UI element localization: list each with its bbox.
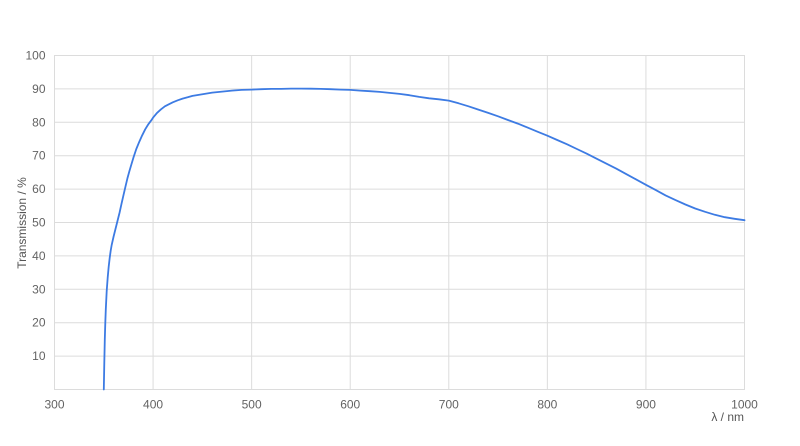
x-tick-label: 800 <box>537 398 557 412</box>
y-tick-label: 70 <box>32 149 46 163</box>
x-tick-label: 600 <box>340 398 360 412</box>
y-tick-label: 10 <box>32 349 46 363</box>
y-tick-label: 40 <box>32 249 46 263</box>
y-tick-label: 100 <box>25 49 45 63</box>
y-tick-label: 90 <box>32 82 46 96</box>
x-tick-label: 400 <box>143 398 163 412</box>
x-axis-title: λ / nm <box>711 410 744 424</box>
y-tick-label: 50 <box>32 216 46 230</box>
x-tick-label: 1000 <box>731 398 758 412</box>
y-tick-label: 30 <box>32 282 46 296</box>
x-tick-label: 900 <box>636 398 656 412</box>
y-tick-label: 60 <box>32 182 46 196</box>
y-tick-label: 80 <box>32 115 46 129</box>
y-axis-title: Transmission / % <box>15 177 29 269</box>
transmission-line <box>102 87 746 391</box>
y-tick-label: 20 <box>32 316 46 330</box>
plot-border <box>54 55 745 390</box>
x-tick-label: 300 <box>44 398 64 412</box>
x-tick-label: 700 <box>439 398 459 412</box>
x-tick-label: 500 <box>242 398 262 412</box>
